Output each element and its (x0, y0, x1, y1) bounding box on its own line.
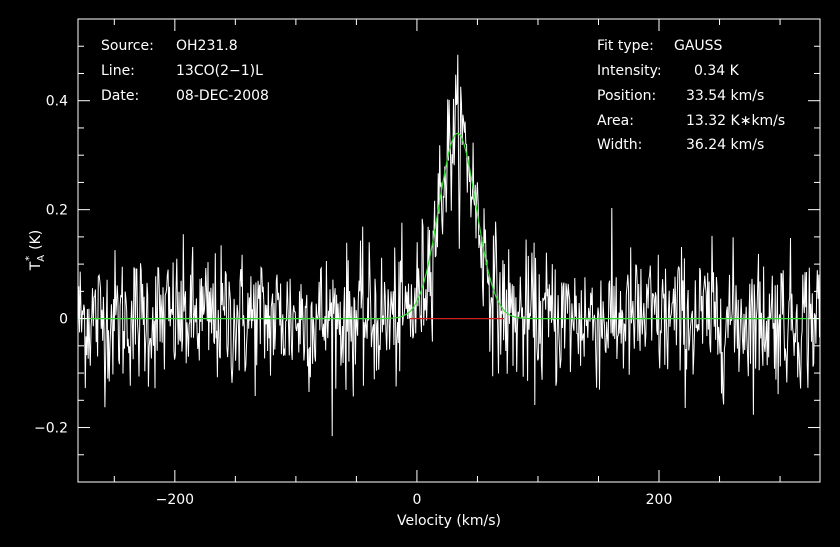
info-intensity-key: Intensity: (597, 63, 662, 79)
y-tick-label: −0.2 (34, 421, 68, 437)
info-position-value: 33.54 km/s (686, 88, 764, 104)
spectrum-line (77, 54, 820, 437)
info-fittype-key: Fit type: (597, 38, 654, 54)
info-width-value: 36.24 km/s (686, 137, 764, 153)
info-position-key: Position: (597, 88, 656, 104)
info-line-value: 13CO(2−1)L (176, 63, 263, 79)
x-tick-label: −200 (156, 492, 194, 508)
info-fittype-value: GAUSS (674, 38, 723, 54)
y-axis-label-sub: A (36, 255, 47, 262)
info-width-key: Width: (597, 137, 642, 153)
x-tick-label: 0 (412, 492, 421, 508)
info-source-value: OH231.8 (176, 38, 238, 54)
info-area-key: Area: (597, 113, 634, 129)
y-axis-label-sup: * (24, 256, 35, 261)
info-date-key: Date: (101, 88, 139, 104)
y-axis-label-main: T (28, 261, 44, 271)
y-tick-label: 0.4 (46, 94, 68, 110)
info-line-key: Line: (101, 63, 135, 79)
info-source-key: Source: (101, 38, 154, 54)
y-tick-label: 0.2 (46, 203, 68, 219)
y-axis-label: TA* (K) (24, 230, 47, 272)
info-right: Fit type: GAUSS Intensity: 0.34 K Positi… (597, 38, 785, 153)
gaussian-fit-line (78, 132, 820, 320)
x-tick-label: 200 (646, 492, 673, 508)
y-tick-label: 0 (59, 312, 68, 328)
info-left: Source: OH231.8 Line: 13CO(2−1)L Date: 0… (101, 38, 269, 104)
info-date-value: 08-DEC-2008 (176, 88, 269, 104)
svg-text:TA*(K): TA* (K) (24, 230, 47, 272)
plot-frame (77, 18, 821, 483)
y-axis-label-unit: (K) (28, 230, 44, 250)
x-axis-label: Velocity (km/s) (397, 513, 501, 529)
info-intensity-value: 0.34 K (694, 63, 740, 79)
info-area-value: 13.32 K∗km/s (686, 113, 785, 129)
